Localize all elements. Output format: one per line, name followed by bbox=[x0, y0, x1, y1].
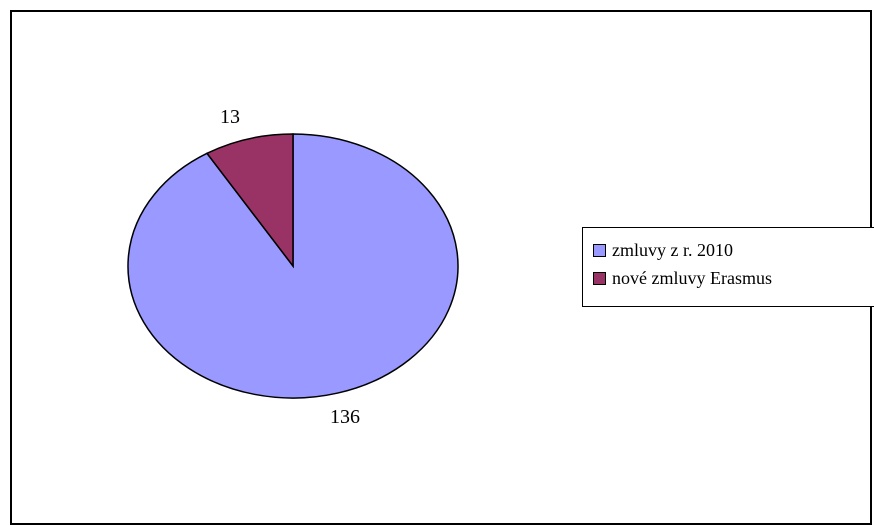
legend-item-erasmus: nové zmluvy Erasmus bbox=[593, 264, 874, 292]
legend-label-2010: zmluvy z r. 2010 bbox=[612, 239, 733, 260]
data-label-2010: 136 bbox=[330, 406, 360, 428]
legend-swatch-erasmus bbox=[593, 271, 606, 285]
data-label-erasmus: 13 bbox=[220, 106, 240, 128]
legend: zmluvy z r. 2010 nové zmluvy Erasmus bbox=[582, 227, 874, 307]
legend-item-2010: zmluvy z r. 2010 bbox=[593, 236, 874, 264]
legend-label-erasmus: nové zmluvy Erasmus bbox=[612, 267, 772, 288]
legend-swatch-2010 bbox=[593, 243, 606, 257]
pie-slice-erasmus bbox=[205, 133, 294, 269]
